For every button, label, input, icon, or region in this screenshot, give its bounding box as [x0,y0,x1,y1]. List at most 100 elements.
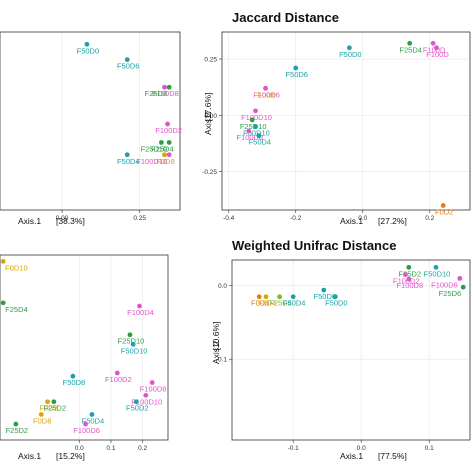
point-label: F50D0 [77,46,100,55]
data-point [263,85,268,91]
x-tick-label: -0.1 [288,445,300,452]
x-tick-label: 0.0 [357,445,366,452]
point-label: F50D6 [117,62,140,71]
data-point [137,303,142,309]
point-label: F25D2 [6,426,29,435]
x-tick-label: 0.0 [75,445,84,452]
y-tick-label: 0.25 [204,57,217,64]
data-point [460,284,466,290]
data-point [162,152,167,158]
x-tick-label: 0.0 [358,215,367,222]
data-point [246,128,252,134]
x-tick-label: 0.2 [425,215,434,222]
data-point [124,57,130,63]
plot-frame [0,254,169,441]
x-tick-label: -0.2 [290,215,302,222]
point-label: F0D8 [251,299,269,308]
point-label: F0D8 [257,90,275,99]
point-label: F50D10 [121,346,148,355]
data-point [165,121,170,127]
data-point [130,341,136,347]
x-tick-label: 0.25 [133,215,146,222]
data-point [430,40,436,46]
data-point [166,140,172,145]
x-tick-label: 0.2 [138,445,147,452]
data-point [45,399,50,405]
point-label: F100D4 [127,308,154,317]
point-label: F50D2 [126,404,149,413]
point-label: F0D2 [435,207,453,216]
data-point [253,124,258,130]
point-label: F50D4 [82,416,105,425]
plot-frame [231,259,471,441]
point-label: F25D2 [399,269,422,278]
data-point [407,40,413,46]
point-label: F50D10 [424,269,451,278]
x-axis-percent: [38.3%] [56,216,85,226]
data-point [162,84,167,90]
point-label: F25D8 [145,89,168,98]
data-point [406,264,412,270]
data-point [83,421,88,427]
panel-title: Weighted Unifrac Distance [232,238,396,253]
x-axis-percent: [27.2%] [378,216,407,226]
y-tick-label: 0.0 [218,283,227,290]
x-axis-percent: [77.5%] [378,451,407,461]
point-label: F50D0 [339,50,362,59]
plot-frame [0,31,181,211]
point-label: F0D8 [33,416,51,425]
data-point [70,373,76,379]
data-point [406,276,412,282]
data-point [0,300,6,306]
data-point [346,45,352,51]
data-point [127,332,133,338]
data-point [166,84,172,90]
y-tick-label: 0.00 [204,113,217,120]
point-label: F50D6 [314,292,337,301]
point-label: F50D10 [243,129,270,138]
data-point [434,45,439,51]
data-point [51,399,57,405]
data-point [277,294,282,300]
point-label: F50D4 [283,299,306,308]
point-label: F25D4 [399,45,422,54]
point-label: F100D2 [105,375,132,384]
data-point [249,117,255,123]
data-point [256,133,262,139]
y-tick-label: -0.1 [216,357,228,364]
data-point [124,152,130,158]
x-axis-title: Axis.1 [18,451,41,461]
x-axis-title: Axis.1 [340,451,363,461]
point-label: F50D4 [117,157,140,166]
data-point [263,294,269,300]
point-label: F100D6 [431,280,458,289]
point-label: F100D6 [253,90,280,99]
point-label: F100D8 [152,89,179,98]
data-point [403,272,408,278]
panel-title: Jaccard Distance [232,10,339,25]
data-point [38,412,44,417]
panel-jaccard-distance: Jaccard Distance -0.4 -0.2 0.0 0.2 0.25 0.00 -0… [202,10,471,226]
data-point [321,287,327,293]
data-point [293,65,299,71]
point-label: F0D4 [258,299,276,308]
point-label: F0D8 [156,157,174,166]
point-label: F100D8 [140,385,167,394]
y-axis-title: Axis.2 [203,112,213,135]
data-point [433,264,439,270]
panel-weighted-unifrac-distance: Weighted Unifrac Distance -0.1 0.0 0.1 0.0 -0… [211,238,471,461]
data-point [13,421,19,427]
x-tick-label: -0.4 [223,215,235,222]
data-point [0,258,6,264]
point-label: F50D0 [325,299,348,308]
data-point [158,140,164,145]
point-label: F50D8 [63,378,86,387]
point-label: F25D6 [439,289,462,298]
point-label: F50D6 [285,70,308,79]
data-point [332,294,338,300]
point-label: F100D [426,50,449,59]
data-point [84,41,90,47]
point-label: F25D4 [5,305,28,314]
x-tick-label: 0.1 [425,445,434,452]
